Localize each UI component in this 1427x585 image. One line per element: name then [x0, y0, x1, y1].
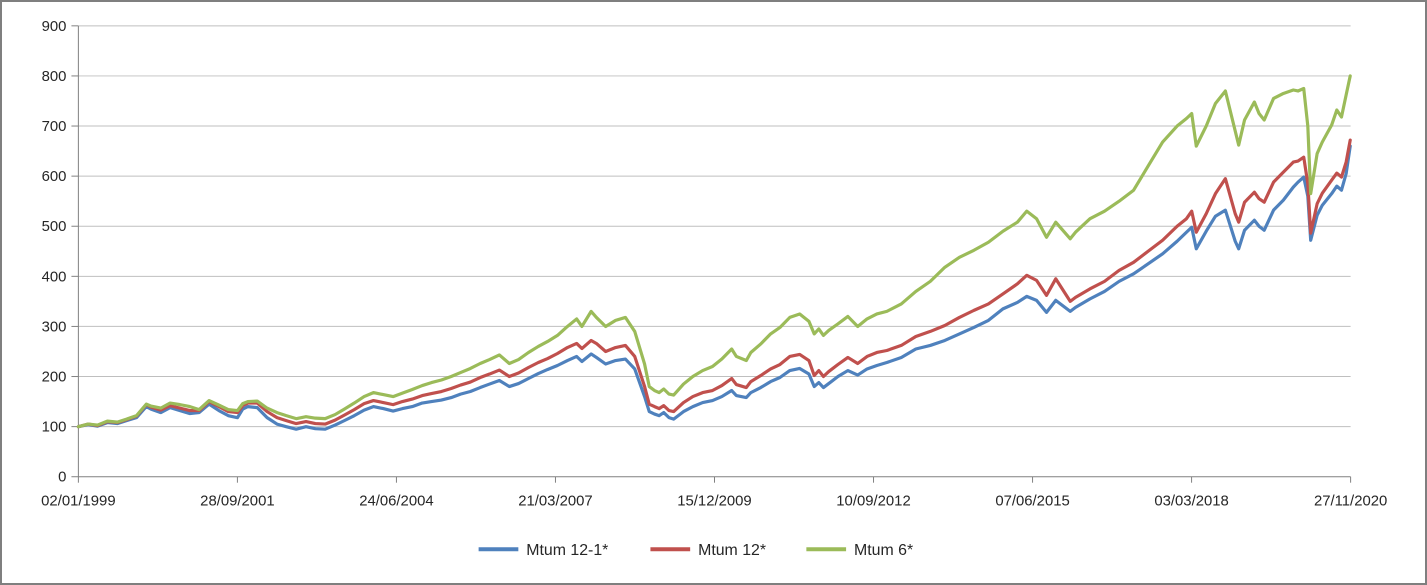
y-axis-tick-label: 100 [42, 420, 67, 436]
y-axis-tick-label: 600 [42, 169, 67, 185]
y-axis-tick-label: 200 [42, 369, 67, 385]
y-axis-tick-label: 0 [58, 470, 66, 486]
y-axis-tick-label: 300 [42, 319, 67, 335]
y-axis-tick-label: 800 [42, 69, 67, 85]
x-axis-tick-label: 07/06/2015 [995, 494, 1069, 510]
legend-label: Mtum 12* [698, 542, 766, 559]
x-axis-tick-label: 15/12/2009 [677, 494, 751, 510]
legend: Mtum 12-1* Mtum 12* Mtum 6* [478, 542, 913, 559]
axes [71, 25, 1352, 483]
gridlines [78, 25, 1351, 428]
series-line-mtum-6- [76, 74, 1352, 429]
data-series [76, 74, 1352, 431]
y-axis-tick-label: 500 [42, 219, 67, 235]
x-axis-tick-label: 10/09/2012 [836, 494, 910, 510]
y-axis-tick-label: 400 [42, 269, 67, 285]
x-axis-tick-label: 03/03/2018 [1154, 494, 1228, 510]
legend-label: Mtum 12-1* [526, 542, 608, 559]
y-axis-tick-label: 900 [42, 19, 67, 35]
x-axis-tick-label: 02/01/1999 [41, 494, 115, 510]
x-axis-tick-label: 28/09/2001 [200, 494, 274, 510]
series-line-mtum-12- [76, 138, 1352, 429]
series-line-mtum-12-1- [76, 144, 1352, 431]
y-axis-tick-label: 700 [42, 119, 67, 135]
x-axis-tick-label: 21/03/2007 [518, 494, 592, 510]
axis-labels: 0 100 200 300 400 500 600 700 800 900 02/01/1999 28… [41, 19, 1387, 510]
x-axis-tick-label: 24/06/2004 [359, 494, 433, 510]
legend-label: Mtum 6* [854, 542, 913, 559]
x-axis-tick-label: 27/11/2020 [1314, 494, 1387, 510]
